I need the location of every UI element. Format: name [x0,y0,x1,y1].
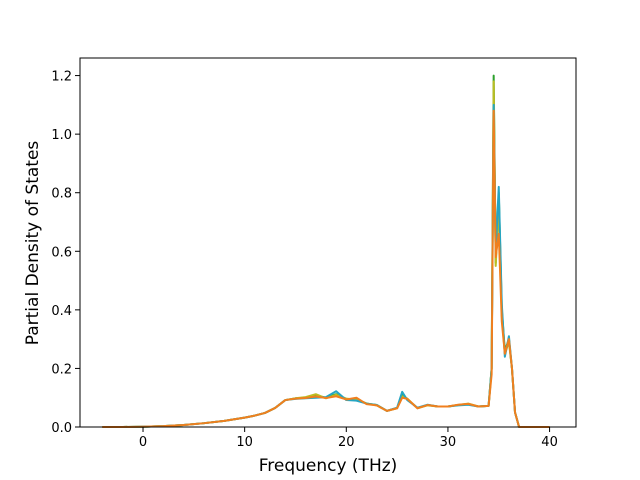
y-tick-label: 0.2 [51,362,72,377]
x-tick-label: 10 [236,435,253,450]
y-tick-label: 0.4 [51,304,72,319]
x-tick-label: 0 [139,435,147,450]
y-tick-label: 0.0 [51,421,72,436]
plot-frame [79,57,577,428]
x-tick-label: 20 [338,435,355,450]
y-tick-label: 0.8 [51,187,72,202]
x-tick-label: 30 [440,435,457,450]
y-axis-label: Partial Density of States [23,141,43,346]
x-tick-label: 40 [541,435,558,450]
x-axis-label: Frequency (THz) [259,456,398,476]
y-tick-label: 0.6 [51,245,72,260]
y-tick-label: 1.0 [51,128,72,143]
data-line [102,109,550,428]
y-tick-label: 1.2 [51,70,72,85]
